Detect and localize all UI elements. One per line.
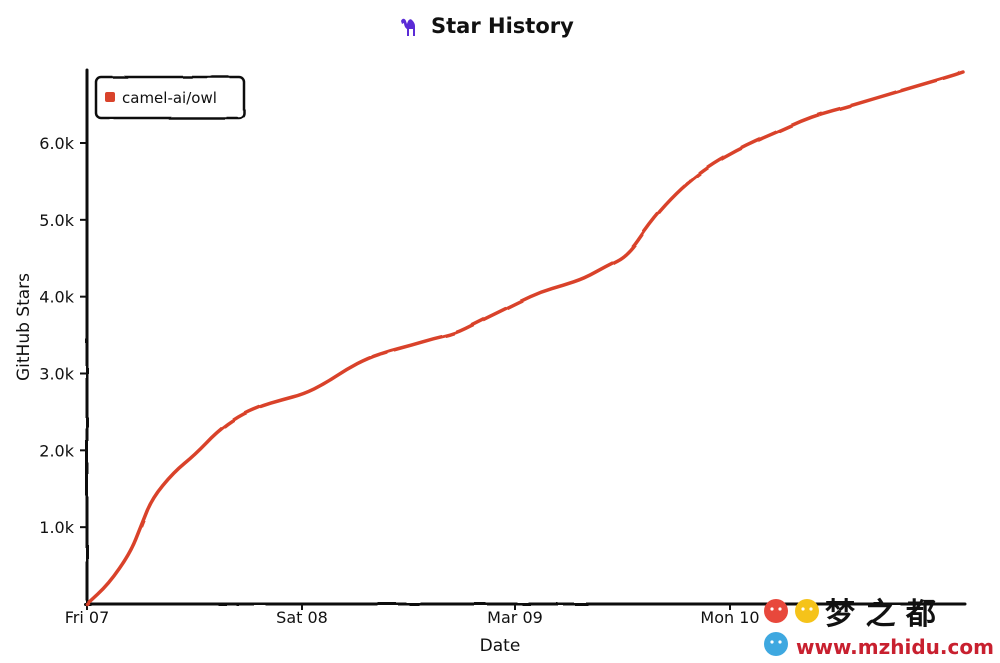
x-tick-label: Mon 10 xyxy=(700,608,759,627)
y-ticks: 1.0k 2.0k 3.0k 4.0k 5.0k 6.0k xyxy=(39,134,87,537)
series-layer xyxy=(85,70,965,606)
y-tick-label: 3.0k xyxy=(39,364,74,383)
y-tick-label: 1.0k xyxy=(39,518,74,537)
legend-label: camel-ai/owl xyxy=(122,89,217,107)
watermark-url: www.mzhidu.com xyxy=(796,635,994,659)
legend: camel-ai/owl xyxy=(94,75,246,120)
y-tick-label: 2.0k xyxy=(39,441,74,460)
x-tick-label: Mar 09 xyxy=(487,608,543,627)
watermark-logo-icon xyxy=(764,599,819,656)
y-tick-label: 5.0k xyxy=(39,211,74,230)
y-tick-label: 6.0k xyxy=(39,134,74,153)
watermark: 梦 之 都 www.mzhidu.com xyxy=(764,597,994,659)
x-tick-label: Fri 07 xyxy=(65,608,110,627)
y-axis-title: GitHub Stars xyxy=(14,273,34,381)
x-ticks: Fri 07 Sat 08 Mar 09 Mon 10 xyxy=(65,604,760,627)
chart-title-text: Star History xyxy=(431,14,574,38)
series-line-camel-ai-owl xyxy=(85,70,965,606)
chart-title: Star History xyxy=(401,14,574,38)
y-tick-label: 4.0k xyxy=(39,288,74,307)
x-axis-title: Date xyxy=(480,636,521,656)
watermark-brand: 梦 之 都 xyxy=(825,597,936,632)
camel-icon xyxy=(401,18,415,36)
legend-swatch xyxy=(105,92,115,102)
legend-box xyxy=(94,75,246,120)
axes xyxy=(83,68,967,606)
x-tick-label: Sat 08 xyxy=(276,608,328,627)
